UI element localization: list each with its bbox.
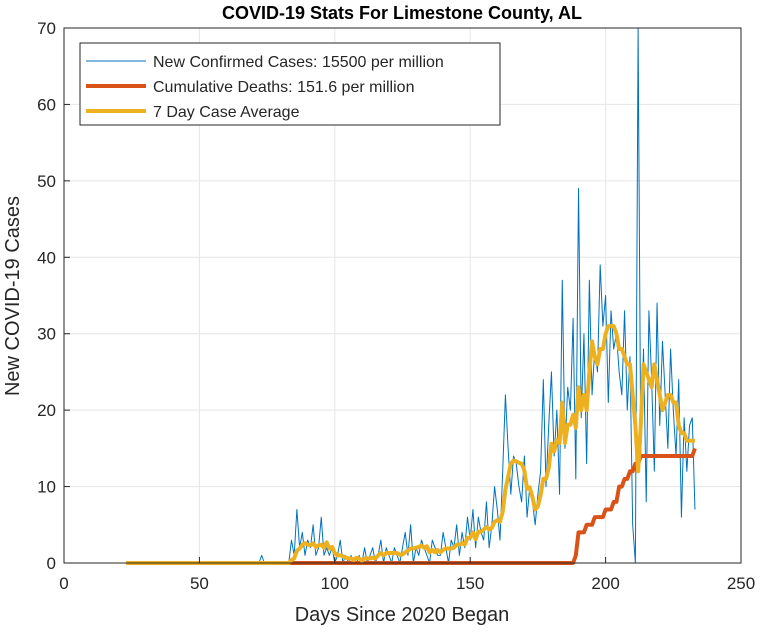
x-tick-label: 150	[456, 574, 484, 593]
ticks: 0 50 100 150 200 250 0 10 20 30 40 50 60 70	[37, 19, 755, 593]
axes-box	[63, 27, 742, 564]
chart-title: COVID-19 Stats For Limestone County, AL	[222, 3, 582, 23]
legend-label: 7 Day Case Average	[153, 104, 300, 121]
x-tick-label: 50	[190, 574, 209, 593]
y-tick-label: 50	[37, 172, 56, 191]
y-tick-label: 10	[37, 478, 56, 497]
y-tick-label: 40	[37, 248, 56, 267]
x-tick-label: 0	[59, 574, 68, 593]
legend-label: Cumulative Deaths: 151.6 per million	[153, 79, 414, 96]
y-tick-label: 0	[47, 554, 56, 573]
y-tick-label: 20	[37, 401, 56, 420]
y-axis-label: New COVID-19 Cases	[2, 196, 24, 396]
y-tick-label: 70	[37, 19, 56, 38]
x-tick-label: 100	[321, 574, 349, 593]
legend-box	[79, 42, 501, 126]
legend: New Confirmed Cases: 15500 per million Cu…	[79, 42, 501, 126]
x-axis-label: Days Since 2020 Began	[295, 604, 510, 626]
x-tick-label: 200	[591, 574, 619, 593]
x-tick-label: 250	[727, 574, 755, 593]
legend-label: New Confirmed Cases: 15500 per million	[153, 54, 444, 71]
y-tick-label: 30	[37, 325, 56, 344]
y-tick-label: 60	[37, 95, 56, 114]
